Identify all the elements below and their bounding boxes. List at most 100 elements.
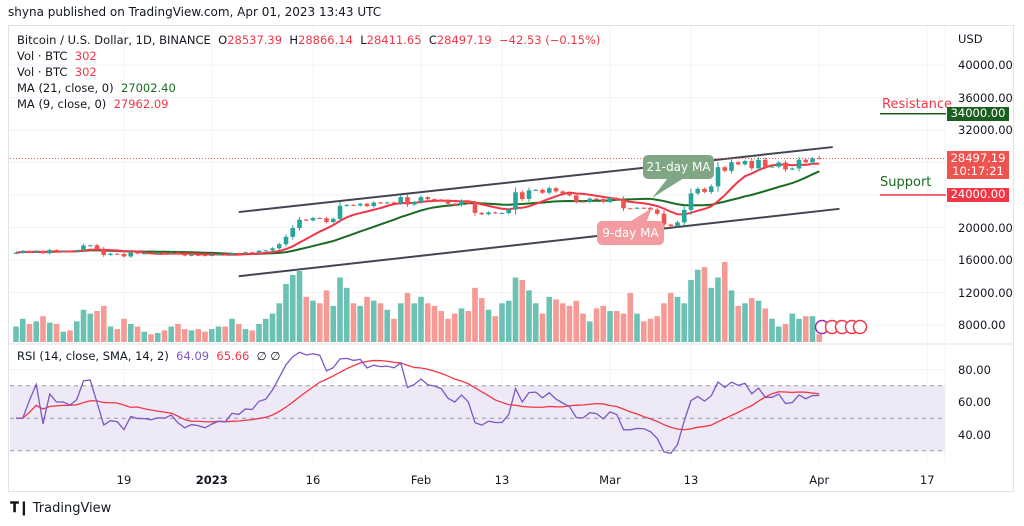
volume-bar bbox=[499, 303, 505, 342]
symbol-title[interactable]: Bitcoin / U.S. Dollar, 1D, BINANCE bbox=[17, 33, 211, 47]
open-value: 28537.39 bbox=[227, 33, 283, 47]
price-tick-label: 8000.00 bbox=[958, 318, 1006, 332]
volume-bar bbox=[667, 292, 674, 342]
volume-bar bbox=[384, 309, 391, 342]
support-price-box: 24000.00 bbox=[947, 188, 1009, 202]
resistance-label: Resistance bbox=[882, 97, 953, 112]
channel-line-upper bbox=[238, 146, 833, 214]
candle-body bbox=[135, 252, 140, 254]
candle-body bbox=[459, 201, 464, 206]
candle-body bbox=[175, 252, 181, 255]
candle-body bbox=[162, 253, 167, 255]
ma21-line bbox=[15, 170, 820, 256]
vol-label: Vol · BTC bbox=[17, 49, 68, 63]
support-label: Support bbox=[880, 175, 932, 190]
candle-body bbox=[310, 217, 316, 221]
vol-label: Vol · BTC bbox=[17, 65, 68, 79]
volume-legend-1[interactable]: Vol · BTC 302 bbox=[17, 49, 97, 63]
candle-body bbox=[243, 252, 248, 254]
ma9-legend[interactable]: MA (9, close, 0) 27962.09 bbox=[17, 97, 168, 111]
volume-bar bbox=[627, 292, 634, 342]
candle-body bbox=[641, 207, 647, 209]
rsi-label: RSI (14, close, SMA, 14, 2) bbox=[17, 349, 169, 363]
candle-body bbox=[297, 219, 302, 229]
volume-bar bbox=[33, 321, 40, 342]
candle-body bbox=[202, 255, 208, 257]
time-tick-label: Feb bbox=[410, 473, 432, 487]
candle-body bbox=[236, 253, 242, 255]
candle-body bbox=[101, 248, 107, 255]
volume-bar bbox=[80, 309, 87, 342]
change-value: −42.53 (−0.15%) bbox=[499, 33, 601, 47]
candle-body bbox=[384, 202, 390, 204]
candle-body bbox=[189, 254, 194, 256]
candle-body bbox=[675, 222, 680, 226]
volume-legend-2[interactable]: Vol · BTC 302 bbox=[17, 65, 97, 79]
countdown: 10:17:21 bbox=[952, 164, 1004, 178]
rsi-legend[interactable]: RSI (14, close, SMA, 14, 2) 64.09 65.66 … bbox=[17, 349, 280, 363]
volume-bar bbox=[73, 321, 80, 342]
volume-bar bbox=[19, 318, 26, 342]
candle-body bbox=[499, 213, 505, 215]
volume-bar bbox=[465, 311, 472, 342]
candle-body bbox=[303, 219, 309, 221]
volume-bar bbox=[688, 280, 694, 342]
volume-bar bbox=[343, 287, 350, 342]
volume-bar bbox=[593, 308, 600, 342]
volume-bar bbox=[87, 313, 94, 342]
chart-frame bbox=[8, 25, 1014, 492]
candle-body bbox=[553, 188, 559, 192]
candle-body bbox=[789, 168, 795, 170]
candle-body bbox=[263, 250, 269, 252]
volume-bar bbox=[350, 303, 357, 342]
price-tick-label: 40000.00 bbox=[958, 58, 1013, 72]
volume-bar bbox=[148, 334, 154, 342]
time-tick-label: 19 bbox=[116, 473, 132, 487]
ma21-value: 27002.40 bbox=[120, 81, 176, 95]
ma21-legend[interactable]: MA (21, close, 0) 27002.40 bbox=[17, 81, 176, 95]
candle-body bbox=[371, 202, 377, 207]
candle-body bbox=[776, 162, 782, 167]
candle-body bbox=[128, 252, 134, 257]
candle-body bbox=[486, 212, 491, 215]
volume-bar bbox=[134, 326, 141, 342]
last-price: 28497.19 bbox=[950, 151, 1006, 165]
volume-bar bbox=[323, 290, 330, 342]
candle-body bbox=[249, 252, 255, 254]
candle-body bbox=[418, 197, 424, 203]
candle-body bbox=[708, 186, 714, 192]
ma21-callout[interactable]: 21-day MA bbox=[643, 155, 714, 179]
volume-bar bbox=[445, 318, 451, 342]
candle-body bbox=[668, 224, 674, 226]
volume-bar bbox=[728, 290, 735, 342]
candle-body bbox=[607, 198, 613, 202]
volume-bar bbox=[674, 296, 681, 342]
candle-body bbox=[526, 190, 532, 199]
volume-bar bbox=[620, 313, 627, 342]
volume-bar bbox=[289, 274, 296, 342]
volume-bar bbox=[222, 326, 229, 342]
volume-bar bbox=[370, 300, 377, 342]
volume-bar bbox=[215, 326, 222, 342]
candle-body bbox=[519, 192, 525, 199]
resistance-price-box: 34000.00 bbox=[947, 107, 1009, 121]
candle-body bbox=[783, 162, 788, 170]
volume-bar bbox=[168, 326, 175, 342]
volume-bar bbox=[647, 318, 654, 342]
volume-bar bbox=[26, 323, 33, 342]
volume-bar bbox=[391, 318, 397, 342]
volume-bar bbox=[809, 316, 816, 342]
candle-body bbox=[492, 212, 498, 214]
candle-body bbox=[803, 159, 809, 163]
volume-bar bbox=[613, 311, 620, 342]
volume-bar bbox=[654, 316, 661, 342]
candle-body bbox=[722, 167, 728, 171]
ma9-callout[interactable]: 9-day MA bbox=[597, 221, 664, 245]
volume-bar bbox=[802, 316, 809, 342]
volume-bar bbox=[472, 287, 478, 342]
candle-body bbox=[121, 253, 127, 257]
volume-bar bbox=[694, 269, 701, 342]
candle-body bbox=[108, 253, 113, 255]
tradingview-footer[interactable]: 𝐓❙ TradingView bbox=[10, 500, 111, 516]
